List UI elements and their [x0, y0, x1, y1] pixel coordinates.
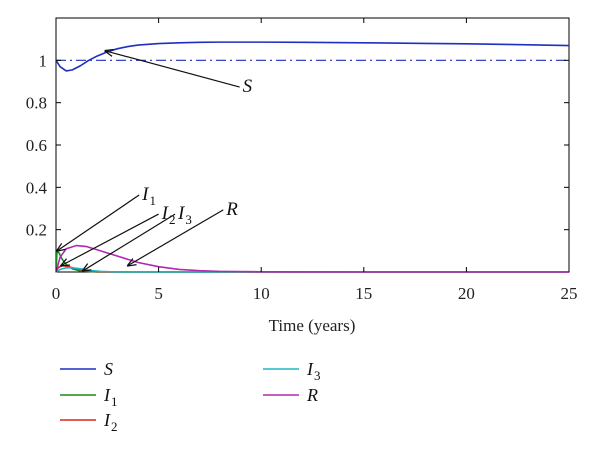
x-axis: 0 5 10 15 20 25 — [52, 18, 578, 303]
y-tick-label: 0.4 — [26, 178, 48, 197]
series-layer — [56, 41, 569, 273]
series-line-i2 — [56, 264, 569, 273]
annotation-label-r: R — [225, 199, 238, 220]
annotation-label-i1: I1 — [141, 184, 156, 208]
annotation-arrow-i2 — [61, 213, 159, 266]
annotation-arrow-i3 — [83, 213, 176, 271]
legend-label-s: S — [104, 359, 113, 379]
x-tick-label: 0 — [52, 284, 61, 303]
legend-label-i2: I2 — [103, 410, 118, 434]
annotation-label-i2: I2 — [161, 203, 176, 227]
annotation-arrow-r — [128, 209, 224, 266]
series-line-s — [56, 41, 569, 72]
legend-label-r: R — [306, 385, 318, 405]
annotation-arrow-s — [105, 51, 240, 88]
annotation-arrow-i1 — [57, 194, 140, 251]
x-tick-label: 15 — [355, 284, 372, 303]
annotation-label-i3: I3 — [177, 203, 192, 227]
y-tick-label: 0.8 — [26, 94, 47, 113]
x-tick-label: 5 — [154, 284, 163, 303]
plot-frame — [55, 17, 570, 273]
x-axis-label: Time (years) — [269, 316, 356, 335]
legend-label-i1: I1 — [103, 385, 118, 409]
x-tick-label: 10 — [253, 284, 270, 303]
legend-label-i3: I3 — [306, 359, 321, 383]
series-line-r — [56, 244, 569, 273]
y-axis: 0.2 0.4 0.6 0.8 1 — [26, 51, 569, 240]
annotation-label-s: S — [243, 76, 253, 97]
x-tick-label: 25 — [561, 284, 578, 303]
y-tick-label: 1 — [39, 51, 48, 70]
y-tick-label: 0.2 — [26, 221, 47, 240]
y-tick-label: 0.6 — [26, 136, 47, 155]
x-tick-label: 20 — [458, 284, 475, 303]
